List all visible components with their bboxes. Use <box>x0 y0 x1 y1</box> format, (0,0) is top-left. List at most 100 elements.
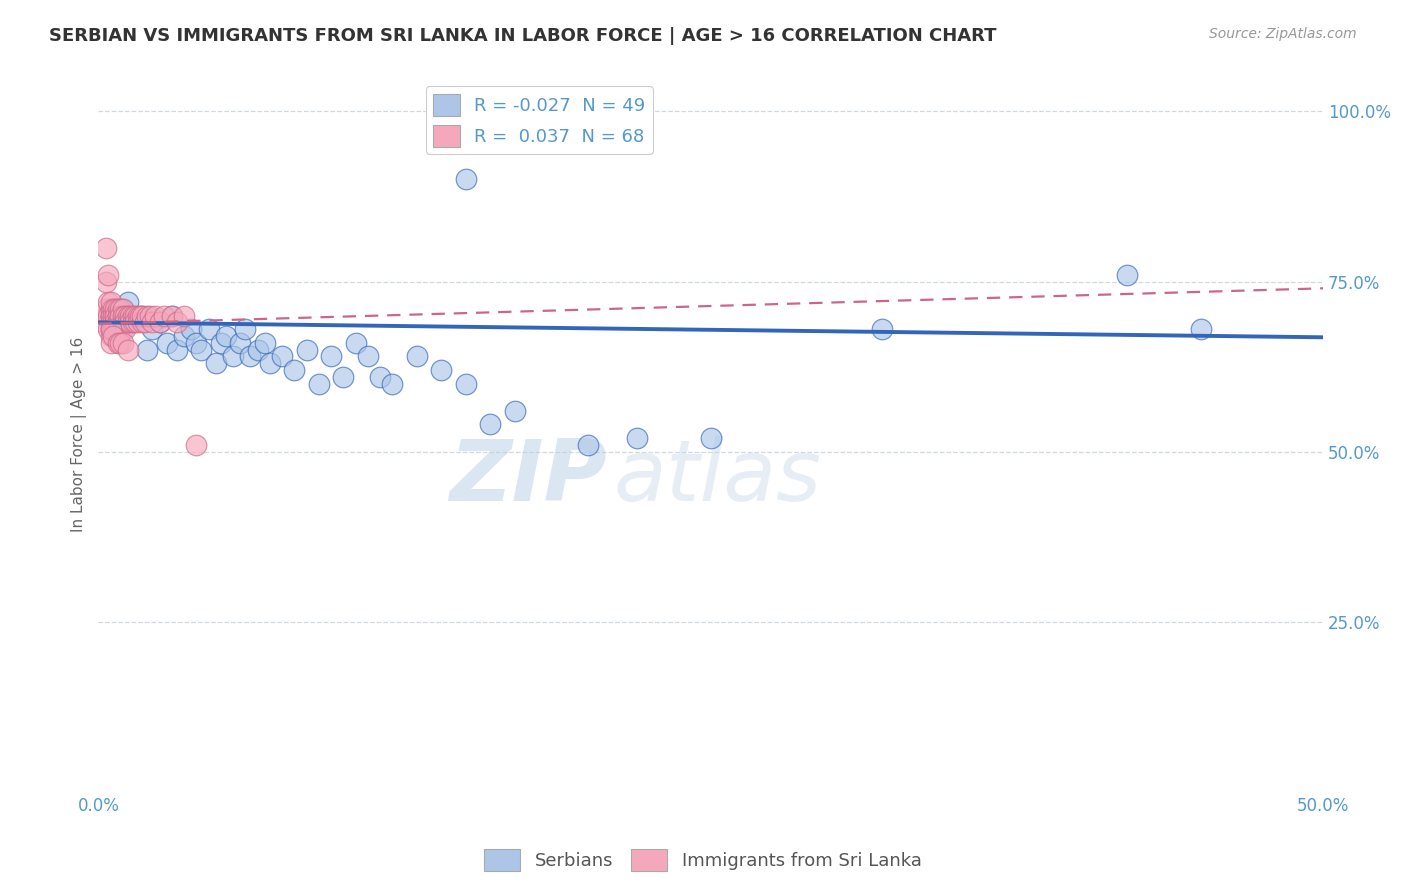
Point <box>114 322 136 336</box>
Point <box>131 309 153 323</box>
Point <box>173 309 195 323</box>
Point <box>1116 268 1139 282</box>
Point <box>259 356 281 370</box>
Point <box>253 335 276 350</box>
Point <box>239 349 262 363</box>
Point <box>110 309 132 323</box>
Point <box>97 309 120 323</box>
Point <box>100 315 122 329</box>
Point <box>149 315 172 329</box>
Point <box>127 315 149 329</box>
Point <box>100 309 122 323</box>
Point <box>180 322 202 336</box>
Point <box>97 322 120 336</box>
Point <box>368 369 391 384</box>
Point <box>110 335 132 350</box>
Point <box>246 343 269 357</box>
Point <box>111 301 134 316</box>
Point <box>430 363 453 377</box>
Point <box>503 403 526 417</box>
Point <box>117 315 139 329</box>
Point <box>114 309 136 323</box>
Point <box>111 301 134 316</box>
Point <box>166 315 188 329</box>
Point <box>136 343 159 357</box>
Point <box>107 301 129 316</box>
Point <box>124 309 146 323</box>
Point <box>100 301 122 316</box>
Point <box>197 322 219 336</box>
Point <box>344 335 367 350</box>
Point <box>141 322 163 336</box>
Point <box>100 294 122 309</box>
Point <box>124 315 146 329</box>
Point <box>295 343 318 357</box>
Point <box>121 309 143 323</box>
Point <box>1189 322 1212 336</box>
Point <box>186 438 208 452</box>
Point <box>141 315 163 329</box>
Point <box>104 309 127 323</box>
Point <box>190 343 212 357</box>
Point <box>101 301 124 316</box>
Point <box>233 322 256 336</box>
Point <box>136 309 159 323</box>
Point <box>143 309 166 323</box>
Point <box>111 315 134 329</box>
Point <box>124 312 146 326</box>
Point <box>308 376 330 391</box>
Point <box>332 369 354 384</box>
Point <box>454 376 477 391</box>
Point <box>186 335 208 350</box>
Point <box>166 343 188 357</box>
Point <box>173 329 195 343</box>
Point <box>104 315 127 329</box>
Point <box>229 335 252 350</box>
Point <box>101 309 124 323</box>
Point <box>97 294 120 309</box>
Point <box>120 315 142 329</box>
Point <box>100 309 122 323</box>
Point <box>107 335 129 350</box>
Point <box>94 309 117 323</box>
Point <box>283 363 305 377</box>
Point <box>153 309 176 323</box>
Point <box>454 172 477 186</box>
Point <box>101 322 124 336</box>
Point <box>357 349 380 363</box>
Point <box>479 417 502 432</box>
Point <box>319 349 342 363</box>
Legend: Serbians, Immigrants from Sri Lanka: Serbians, Immigrants from Sri Lanka <box>477 842 929 879</box>
Point <box>156 335 179 350</box>
Point <box>129 309 152 323</box>
Point <box>205 356 228 370</box>
Point <box>381 376 404 391</box>
Point <box>100 322 122 336</box>
Point <box>110 301 132 316</box>
Point <box>111 309 134 323</box>
Point <box>120 309 142 323</box>
Point <box>107 309 129 323</box>
Point <box>576 438 599 452</box>
Point <box>101 329 124 343</box>
Text: SERBIAN VS IMMIGRANTS FROM SRI LANKA IN LABOR FORCE | AGE > 16 CORRELATION CHART: SERBIAN VS IMMIGRANTS FROM SRI LANKA IN … <box>49 27 997 45</box>
Point <box>94 275 117 289</box>
Point <box>100 329 122 343</box>
Point <box>222 349 245 363</box>
Point <box>101 315 124 329</box>
Point <box>94 240 117 254</box>
Point <box>107 315 129 329</box>
Point <box>111 322 134 336</box>
Text: atlas: atlas <box>613 436 821 519</box>
Point <box>117 343 139 357</box>
Point <box>149 315 172 329</box>
Point <box>117 294 139 309</box>
Point <box>700 431 723 445</box>
Point <box>97 268 120 282</box>
Point <box>127 309 149 323</box>
Point <box>870 322 893 336</box>
Point <box>271 349 294 363</box>
Point <box>107 322 129 336</box>
Point <box>139 309 162 323</box>
Point <box>131 315 153 329</box>
